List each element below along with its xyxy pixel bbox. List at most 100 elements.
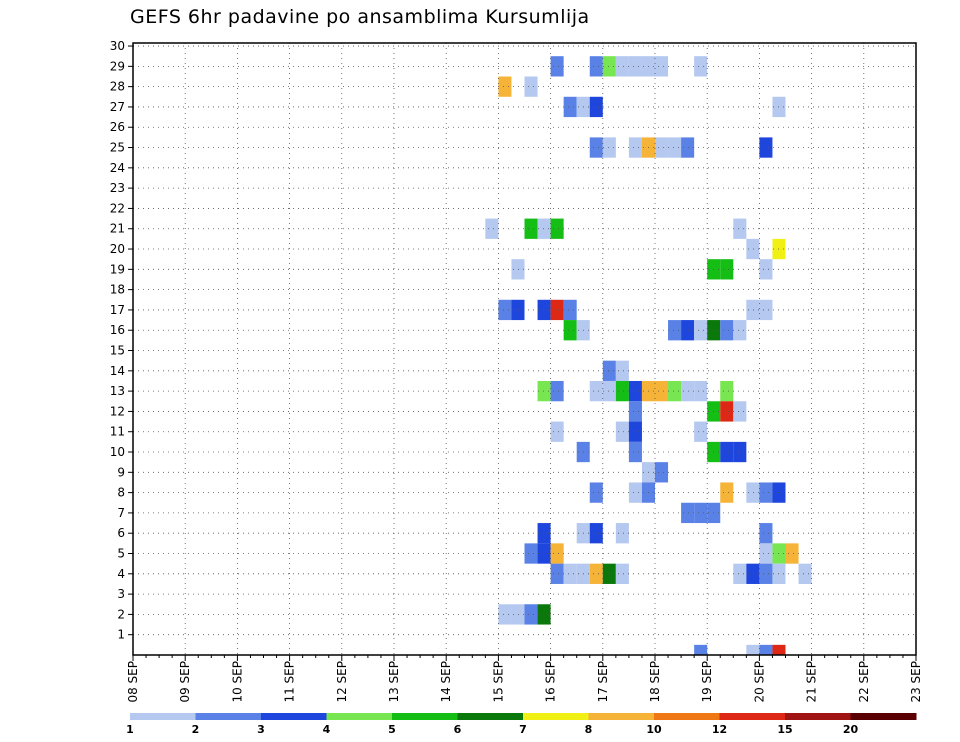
heatmap-cell [524,76,538,97]
heatmap-cell [589,137,603,158]
heatmap-cell [759,644,773,655]
chart-title: GEFS 6hr padavine po ansamblima Kursumli… [130,6,590,28]
heatmap-cell [720,380,734,402]
y-axis: 1234567891011121314151617181920212223242… [110,39,133,642]
heatmap-cell [759,482,773,503]
heatmap-cell [537,299,551,321]
heatmap-cell [537,218,551,239]
heatmap-cell [498,76,512,97]
heatmap-cell [733,401,747,422]
heatmap-cell [550,218,564,239]
heatmap-cell [720,482,734,503]
colorbar-swatch [850,713,917,720]
heatmap-cell [602,56,616,77]
heatmap-cell [563,320,577,341]
y-tick-label: 12 [110,404,125,418]
heatmap-cell [759,137,773,158]
heatmap-cell [785,543,799,564]
colorbar-label: 8 [585,723,593,736]
x-tick-label: 19 SEP [700,661,714,703]
heatmap-cell [589,380,603,402]
colorbar-swatch [457,713,524,720]
heatmap-cell [681,380,695,402]
x-tick-label: 20 SEP [752,661,766,703]
colorbar-label: 4 [323,723,331,736]
colorbar-label: 7 [519,723,527,736]
heatmap-cell [550,380,564,402]
x-tick-label: 23 SEP [909,661,923,703]
colorbar-label: 3 [257,723,265,736]
colorbar-swatch [195,713,262,720]
heatmap-cell [602,563,616,584]
y-tick-label: 16 [110,323,125,337]
heatmap-cell [498,299,512,321]
y-tick-label: 13 [110,384,125,398]
y-tick-label: 5 [117,547,125,561]
heatmap-cell [615,421,629,442]
heatmap-cell [524,604,538,625]
heatmap-cell [589,523,603,544]
heatmap-cell [628,401,642,422]
heatmap-cell [550,421,564,442]
heatmap-cell [746,482,760,503]
heatmap-cell [720,259,734,280]
heatmap-cell [511,259,525,280]
colorbar-swatch [326,713,393,720]
heatmap-cell [550,299,564,321]
grid-lines [133,43,916,655]
heatmap-cell [668,137,682,158]
colorbar-label: 6 [454,723,462,736]
heatmap-cell [628,482,642,503]
heatmap-cell [615,56,629,77]
heatmap-cell [563,96,577,118]
colorbar-swatch [588,713,655,720]
heatmap-cell [759,299,773,321]
colorbar-swatch [654,713,720,720]
heatmap-cell [694,380,708,402]
colorbar-label: 12 [712,723,727,736]
heatmap-cell [628,421,642,442]
colorbar-swatch [392,713,458,720]
heatmap-cell [628,441,642,463]
y-tick-label: 26 [110,120,125,134]
heatmap-cell [733,441,747,463]
y-tick-label: 17 [110,303,125,317]
y-tick-label: 2 [117,607,125,621]
heatmap-cell [655,380,669,402]
heatmap-cell [746,299,760,321]
heatmap-cell [602,380,616,402]
heatmap-cell [589,563,603,584]
x-tick-label: 17 SEP [596,661,610,703]
x-tick-label: 09 SEP [178,661,192,703]
heatmap-cell [694,644,708,655]
heatmap-cell [589,482,603,503]
heatmap-cell [485,218,499,239]
x-tick-label: 21 SEP [805,661,819,703]
heatmap-cell [602,360,616,381]
heatmap-cell [655,137,669,158]
heatmap-cell [720,441,734,463]
heatmap-cell [720,320,734,341]
heatmap-cell [615,563,629,584]
y-tick-label: 15 [110,344,125,358]
heatmap-cell [759,563,773,584]
x-tick-label: 14 SEP [439,661,453,703]
heatmap-cell [694,502,708,524]
heatmap-cell [733,320,747,341]
heatmap-cell [772,644,786,655]
heatmap-cell [524,543,538,564]
heatmap-cell [550,563,564,584]
heatmap-cell [589,96,603,118]
colorbar-label: 1 [126,723,134,736]
heatmap-cell [746,563,760,584]
y-tick-label: 7 [117,506,125,520]
heatmap-cell [733,218,747,239]
x-tick-label: 15 SEP [491,661,505,703]
y-tick-label: 11 [110,425,125,439]
heatmap-cell [668,320,682,341]
colorbar: 1 2 3 4 5 6 7 8 10 12 15 20 [126,713,917,736]
y-tick-label: 9 [117,465,125,479]
x-tick-label: 10 SEP [230,661,244,703]
heatmap-cells [485,56,812,655]
colorbar-label: 10 [646,723,662,736]
